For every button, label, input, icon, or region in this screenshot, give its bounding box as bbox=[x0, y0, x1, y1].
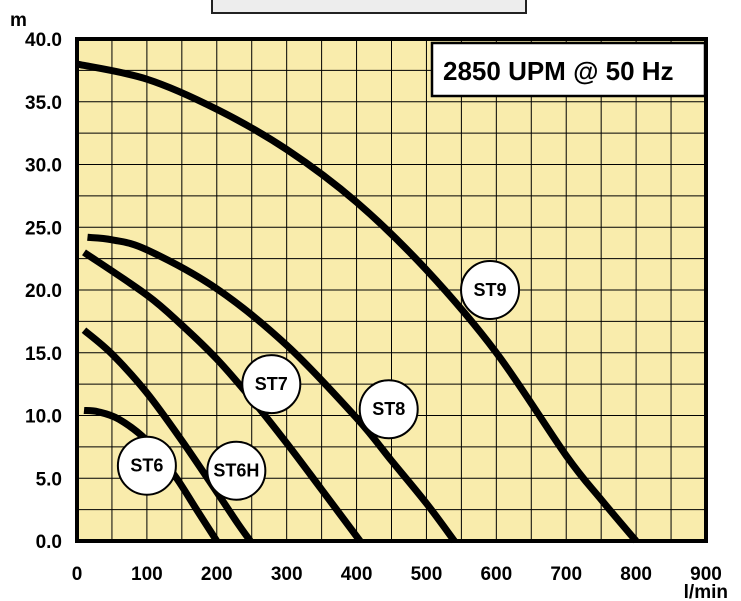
x-tick-label: 600 bbox=[480, 564, 512, 585]
x-tick-label: 900 bbox=[690, 564, 722, 585]
curves-layer bbox=[76, 60, 639, 544]
y-tick-label: 15.0 bbox=[25, 344, 62, 365]
series-label-bubble bbox=[116, 435, 177, 496]
y-tick-label: 10.0 bbox=[25, 407, 62, 428]
y-tick-labels: 0.0 5.0 10.0 15.0 20.0 25.0 30.0 35.0 40.0 bbox=[25, 30, 62, 553]
series-label-st8: ST8 bbox=[372, 399, 405, 419]
series-labels-layer: ST6 ST6H ST7 ST8 ST9 bbox=[116, 260, 521, 501]
y-tick-label: 0.0 bbox=[36, 532, 62, 553]
series-label-bubble bbox=[460, 260, 521, 320]
x-tick-label: 400 bbox=[341, 564, 373, 585]
y-tick-label: 40.0 bbox=[25, 30, 62, 51]
x-tick-label: 500 bbox=[411, 564, 443, 585]
series-label-st6h: ST6H bbox=[213, 461, 259, 481]
y-axis-label: m bbox=[10, 10, 27, 31]
plot-frame bbox=[75, 37, 708, 543]
header-box bbox=[211, 0, 527, 14]
series-label-st6: ST6 bbox=[130, 456, 163, 476]
series-label-st7: ST7 bbox=[255, 374, 288, 394]
series-curve-st9 bbox=[76, 60, 639, 544]
x-tick-label: 0 bbox=[72, 564, 83, 585]
series-curve-st6h bbox=[81, 327, 254, 544]
y-tick-label: 35.0 bbox=[25, 93, 62, 114]
y-tick-label: 5.0 bbox=[36, 469, 62, 490]
series-label-st9: ST9 bbox=[474, 280, 507, 300]
y-tick-label: 25.0 bbox=[25, 218, 62, 239]
annotation-box bbox=[430, 41, 707, 98]
x-tick-label: 100 bbox=[131, 564, 163, 585]
x-tick-labels: 0 100 200 300 400 500 600 700 800 900 bbox=[72, 564, 722, 585]
series-label-bubble bbox=[241, 354, 302, 415]
x-tick-label: 700 bbox=[550, 564, 582, 585]
y-tick-label: 20.0 bbox=[25, 281, 62, 302]
annotation-text: 2850 UPM @ 50 Hz bbox=[443, 56, 674, 86]
series-label-bubble bbox=[358, 379, 419, 440]
series-label-bubble bbox=[206, 440, 267, 501]
x-tick-label: 800 bbox=[620, 564, 652, 585]
series-curve-st8 bbox=[87, 233, 458, 544]
y-tick-label: 30.0 bbox=[25, 156, 62, 177]
series-curve-st7 bbox=[82, 249, 363, 544]
x-tick-label: 300 bbox=[271, 564, 303, 585]
x-axis-label: l/min bbox=[684, 582, 728, 601]
x-tick-label: 200 bbox=[201, 564, 233, 585]
